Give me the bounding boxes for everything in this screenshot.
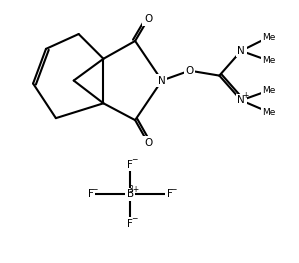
Text: N: N <box>158 75 166 85</box>
Text: O: O <box>144 14 152 24</box>
Text: Me: Me <box>262 56 276 65</box>
Text: F: F <box>167 189 173 199</box>
Text: Me: Me <box>262 86 276 95</box>
Text: Me: Me <box>262 108 276 117</box>
Text: −: − <box>91 185 98 194</box>
Text: F: F <box>127 160 133 170</box>
Text: O: O <box>144 138 152 148</box>
Text: O: O <box>185 66 194 76</box>
Text: F: F <box>88 189 94 199</box>
Text: Me: Me <box>262 33 276 42</box>
Text: +: + <box>242 91 248 100</box>
Text: N: N <box>237 46 245 56</box>
Text: 3+: 3+ <box>129 185 140 194</box>
Text: −: − <box>171 185 177 194</box>
Text: −: − <box>131 215 137 224</box>
Text: N: N <box>237 95 245 105</box>
Text: F: F <box>127 219 133 229</box>
Text: −: − <box>131 155 137 164</box>
Text: B: B <box>126 189 134 199</box>
